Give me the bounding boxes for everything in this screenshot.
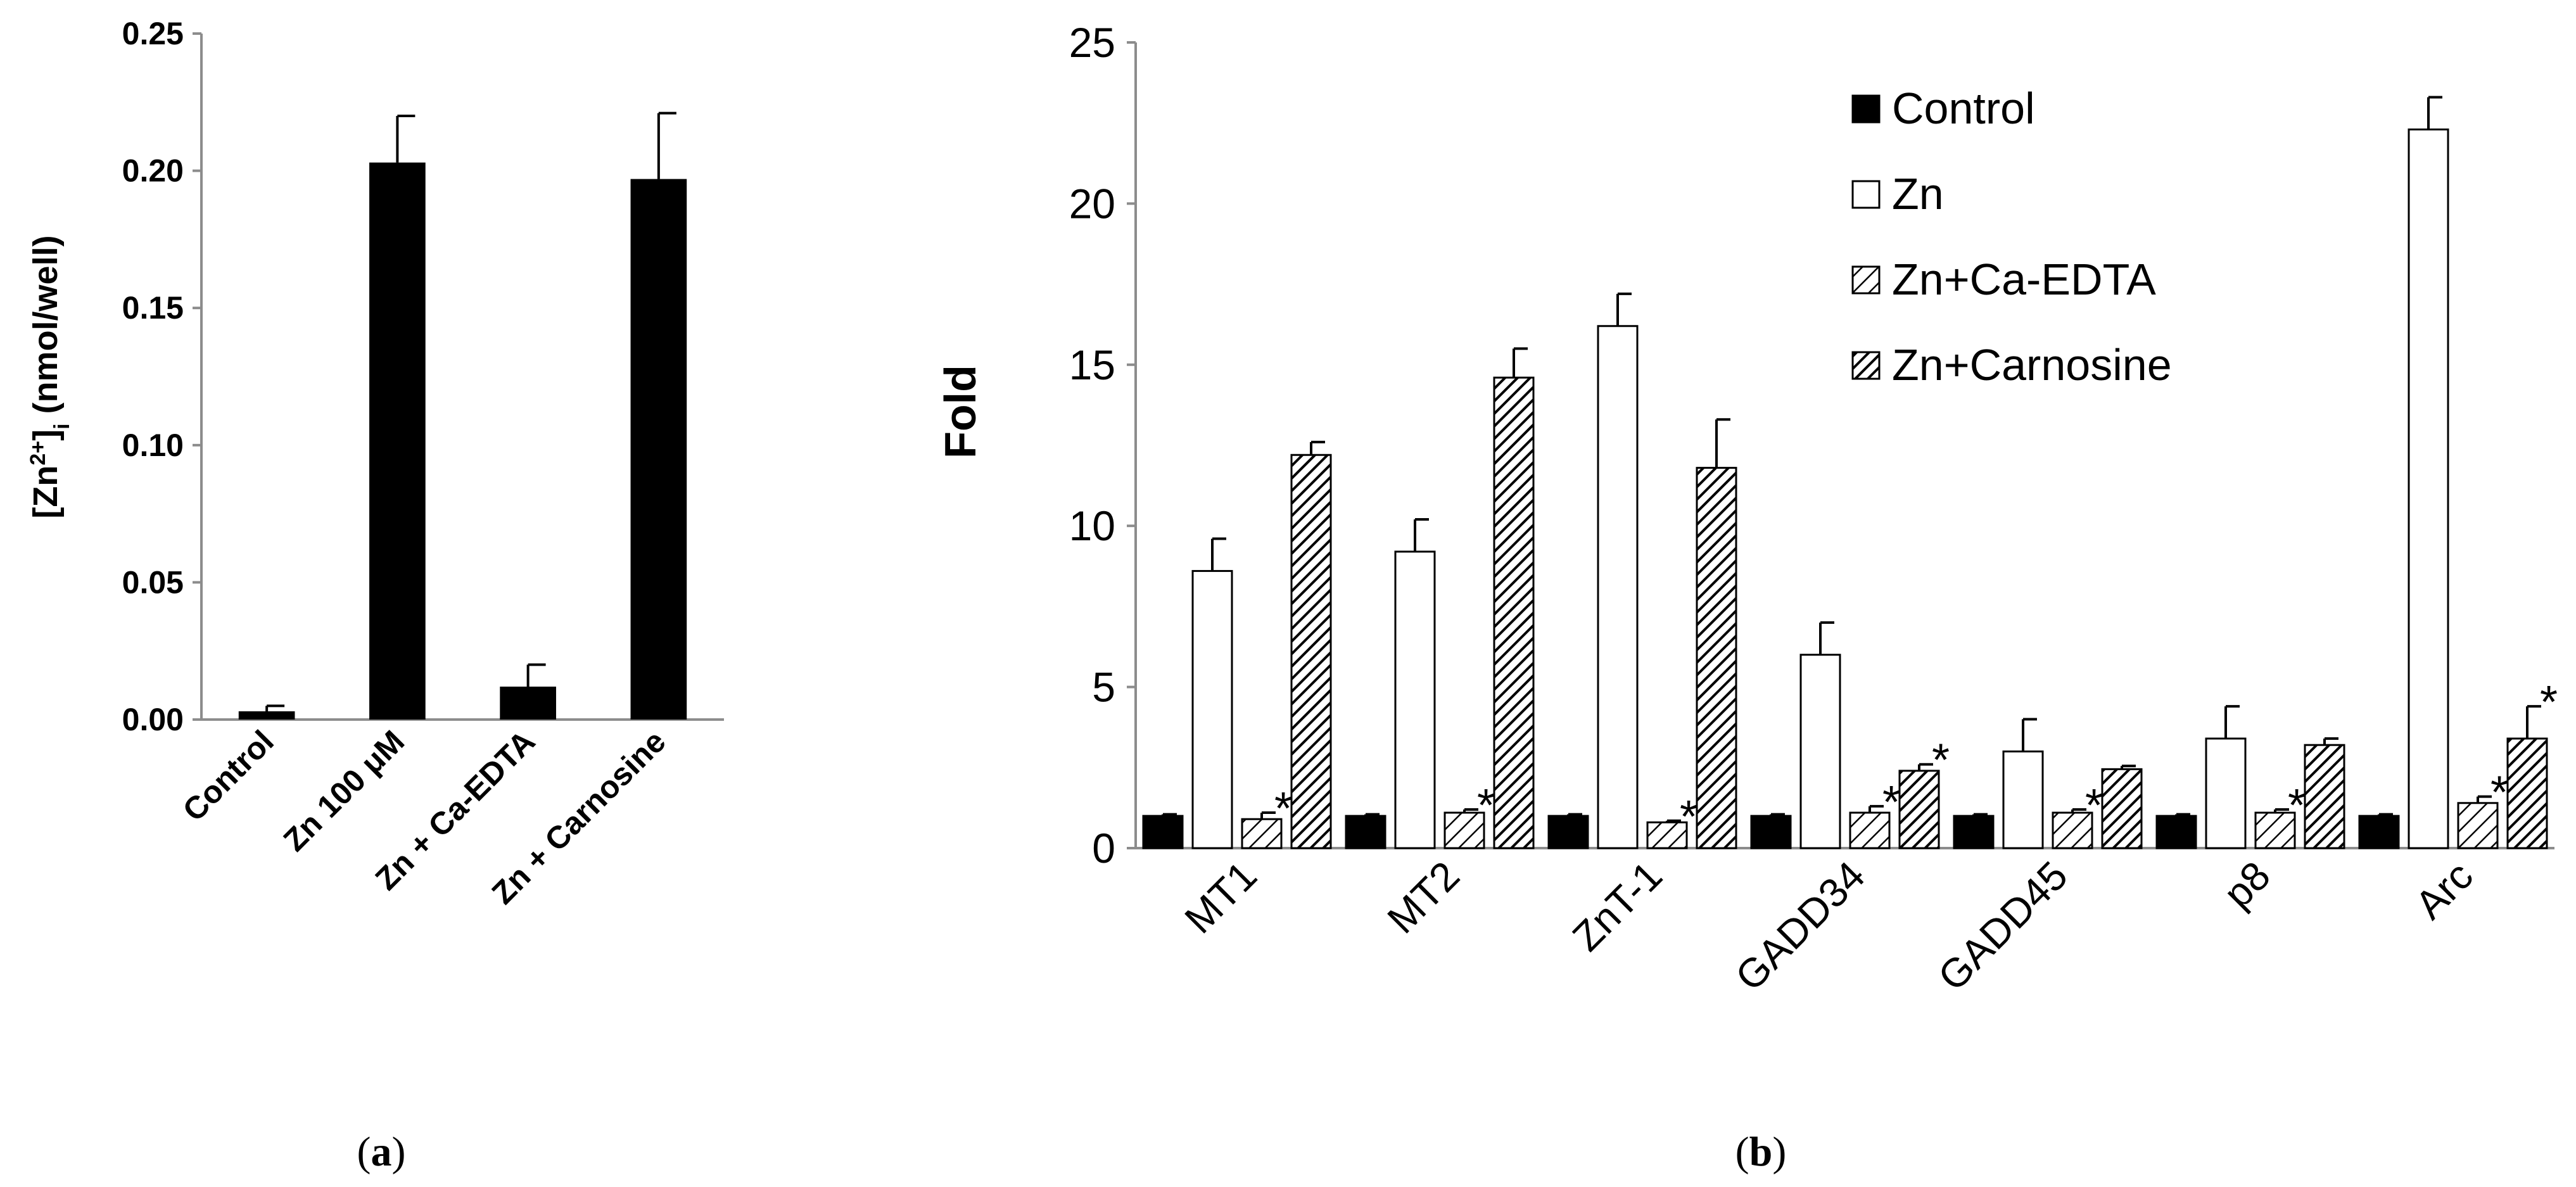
x-category-label: Arc bbox=[2406, 853, 2482, 928]
legend-swatch bbox=[1851, 351, 1881, 380]
panel-label-b: (b) bbox=[1735, 1129, 1787, 1175]
y-tick-label: 0.10 bbox=[122, 428, 184, 463]
bar bbox=[1142, 815, 1184, 849]
significance-marker: * bbox=[1477, 780, 1495, 831]
x-category-label: GADD45 bbox=[1929, 853, 2076, 1000]
significance-marker: * bbox=[1882, 777, 1900, 828]
bar bbox=[369, 162, 426, 720]
bar bbox=[1191, 569, 1233, 849]
y-tick-label: 15 bbox=[1069, 341, 1115, 388]
legend-label: Zn+Ca-EDTA bbox=[1892, 255, 2156, 304]
y-axis-label: Fold bbox=[936, 365, 985, 459]
y-tick-label: 20 bbox=[1069, 180, 1115, 227]
bar bbox=[1799, 654, 1841, 849]
panel-label-a: (a) bbox=[357, 1129, 406, 1175]
bar bbox=[1953, 815, 1995, 849]
y-tick-label: 25 bbox=[1069, 19, 1115, 66]
bar bbox=[1290, 454, 1332, 849]
y-tick-label: 0 bbox=[1092, 825, 1115, 872]
bar bbox=[1750, 815, 1792, 849]
bar bbox=[2457, 802, 2499, 849]
y-tick-label: 0.20 bbox=[122, 153, 184, 189]
x-category-label: Zn 100 μM bbox=[277, 723, 412, 858]
legend-label: Zn bbox=[1892, 169, 1944, 219]
bar bbox=[2506, 737, 2548, 849]
y-tick-label: 0.05 bbox=[122, 564, 184, 600]
chart-panel-a: [Zn2+]i (nmol/well) (a) 0.00 0.05 0.10 0.15… bbox=[26, 16, 724, 1175]
bar bbox=[1597, 325, 1639, 849]
bar bbox=[630, 179, 687, 720]
y-tick-label: 0.00 bbox=[122, 702, 184, 737]
x-category-label: MT2 bbox=[1378, 853, 1468, 942]
bar bbox=[2254, 811, 2296, 849]
legend-label: Control bbox=[1892, 84, 2035, 133]
bar bbox=[1394, 550, 1436, 849]
bar bbox=[2358, 815, 2400, 849]
legend-swatch bbox=[1851, 94, 1881, 124]
x-category-label: MT1 bbox=[1176, 853, 1265, 942]
significance-marker: * bbox=[1274, 784, 1292, 834]
bar bbox=[2002, 750, 2044, 849]
bar bbox=[1646, 821, 1688, 849]
bar bbox=[1547, 815, 1589, 849]
significance-marker: * bbox=[2288, 780, 2306, 831]
y-tick-label: 0.15 bbox=[122, 290, 184, 326]
significance-marker: * bbox=[1680, 792, 1697, 842]
x-category-label: GADD34 bbox=[1727, 853, 1874, 1000]
legend-label: Zn+Carnosine bbox=[1892, 340, 2172, 390]
y-axis-label: [Zn2+]i (nmol/well) bbox=[26, 235, 74, 518]
y-tick-label: 10 bbox=[1069, 502, 1115, 549]
bar bbox=[2408, 128, 2449, 849]
x-category-label: p8 bbox=[2215, 853, 2279, 917]
significance-marker: * bbox=[2540, 677, 2558, 728]
bar bbox=[238, 711, 295, 720]
bar bbox=[500, 687, 556, 720]
chart-panel-b: Fold (b) 0510152025*MT1*MT2*ZnT-1**GADD3… bbox=[936, 19, 2558, 1175]
x-category-label: Control bbox=[176, 723, 281, 828]
bar bbox=[2052, 811, 2093, 849]
bar bbox=[1443, 811, 1485, 849]
significance-marker: * bbox=[2085, 780, 2103, 831]
bar bbox=[2101, 768, 2143, 849]
legend-swatch bbox=[1851, 265, 1881, 295]
bar bbox=[2304, 744, 2345, 849]
bar bbox=[1696, 467, 1737, 849]
bar bbox=[2205, 737, 2247, 849]
y-tick-label: 0.25 bbox=[122, 16, 184, 51]
bar bbox=[1898, 770, 1940, 849]
significance-marker: * bbox=[2490, 768, 2508, 818]
bar bbox=[1493, 376, 1535, 849]
bar bbox=[2155, 815, 2197, 849]
bar bbox=[1849, 811, 1891, 849]
x-category-label: ZnT-1 bbox=[1564, 853, 1671, 960]
bar bbox=[1345, 815, 1386, 849]
y-tick-label: 5 bbox=[1092, 664, 1115, 711]
legend-swatch bbox=[1851, 180, 1881, 209]
significance-marker: * bbox=[1932, 735, 1950, 786]
